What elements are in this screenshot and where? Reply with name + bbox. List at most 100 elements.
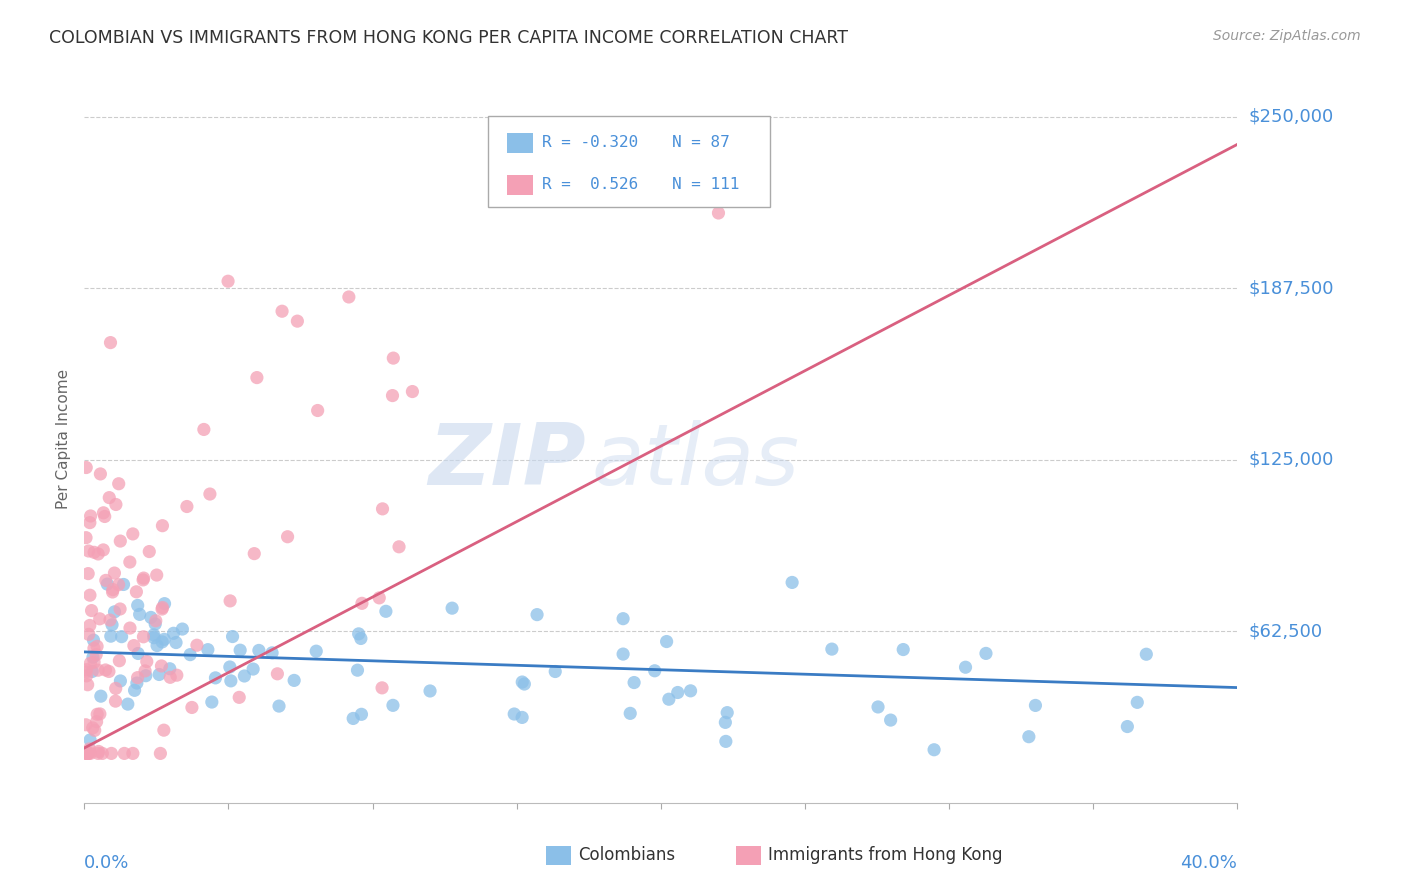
Point (142, 631, 165, 645)
Point (879, 713, 901, 727)
Point (98, 491, 121, 505)
Point (93, 506, 115, 520)
Point (89, 706, 111, 721)
Text: Source: ZipAtlas.com: Source: ZipAtlas.com (1213, 29, 1361, 44)
Point (172, 622, 194, 636)
Point (83, 723, 105, 738)
Point (266, 666, 288, 681)
Text: Immigrants from Hong Kong: Immigrants from Hong Kong (768, 847, 1002, 864)
Point (510, 675, 533, 690)
Point (866, 700, 889, 714)
Point (83, 641, 105, 656)
Point (75, 663, 97, 677)
Point (79, 508, 101, 523)
Text: $250,000: $250,000 (1249, 108, 1334, 126)
Text: R = -0.320: R = -0.320 (543, 136, 638, 150)
Point (122, 639, 145, 653)
Point (143, 617, 166, 632)
Point (922, 743, 945, 757)
Point (277, 530, 299, 544)
Text: Colombians: Colombians (578, 847, 675, 864)
Point (76, 747, 98, 761)
Point (90, 689, 112, 703)
Point (1018, 730, 1040, 744)
Point (79, 516, 101, 530)
Y-axis label: Per Capita Income: Per Capita Income (56, 369, 72, 509)
Point (150, 602, 173, 616)
Point (107, 476, 129, 491)
Point (132, 573, 155, 587)
Point (138, 544, 160, 558)
Point (87, 663, 110, 677)
Point (127, 671, 149, 685)
Point (350, 632, 373, 646)
Point (666, 685, 689, 699)
Point (80, 604, 103, 618)
Point (197, 642, 219, 657)
Text: $62,500: $62,500 (1249, 623, 1323, 640)
Text: 40.0%: 40.0% (1181, 854, 1237, 871)
Point (381, 388, 404, 402)
Point (127, 599, 149, 613)
Point (441, 601, 464, 615)
Point (347, 627, 370, 641)
Point (162, 626, 184, 640)
Point (186, 638, 208, 652)
Point (103, 605, 125, 619)
Point (82, 650, 104, 665)
Point (93, 509, 115, 524)
Text: N = 111: N = 111 (672, 178, 740, 193)
Point (374, 604, 396, 618)
Point (544, 665, 567, 679)
Point (108, 654, 131, 668)
Point (283, 673, 305, 688)
Point (103, 566, 125, 580)
Point (86, 714, 108, 729)
Point (419, 684, 441, 698)
Point (91, 747, 114, 761)
Point (94, 574, 117, 588)
FancyBboxPatch shape (508, 175, 533, 195)
Point (716, 706, 738, 720)
Point (267, 699, 290, 714)
Point (146, 639, 169, 653)
Point (219, 594, 242, 608)
Text: atlas: atlas (592, 419, 800, 502)
Point (83, 633, 105, 648)
Text: R =  0.526: R = 0.526 (543, 178, 638, 193)
Point (176, 500, 198, 514)
Point (233, 669, 256, 683)
Point (503, 706, 526, 721)
Point (371, 681, 394, 695)
Point (150, 659, 173, 673)
Point (79, 747, 101, 761)
Point (87, 744, 110, 758)
Point (134, 664, 156, 678)
Point (707, 206, 730, 220)
Point (127, 647, 149, 661)
Point (76, 678, 98, 692)
Point (87, 547, 110, 561)
Point (1135, 647, 1157, 661)
Point (153, 597, 176, 611)
Point (780, 575, 803, 590)
Point (153, 723, 176, 738)
Point (77, 747, 100, 761)
Point (307, 403, 329, 417)
Point (87, 747, 110, 761)
Point (655, 634, 678, 648)
Point (658, 692, 681, 706)
Point (247, 643, 270, 657)
Text: ZIP: ZIP (429, 419, 586, 502)
Point (201, 695, 224, 709)
Point (513, 677, 536, 691)
Point (243, 547, 266, 561)
Point (128, 607, 150, 622)
Text: $187,500: $187,500 (1249, 279, 1334, 297)
Point (110, 534, 132, 549)
Point (623, 675, 645, 690)
Point (96, 577, 118, 591)
Point (179, 648, 201, 662)
Point (125, 584, 148, 599)
Point (337, 290, 360, 304)
